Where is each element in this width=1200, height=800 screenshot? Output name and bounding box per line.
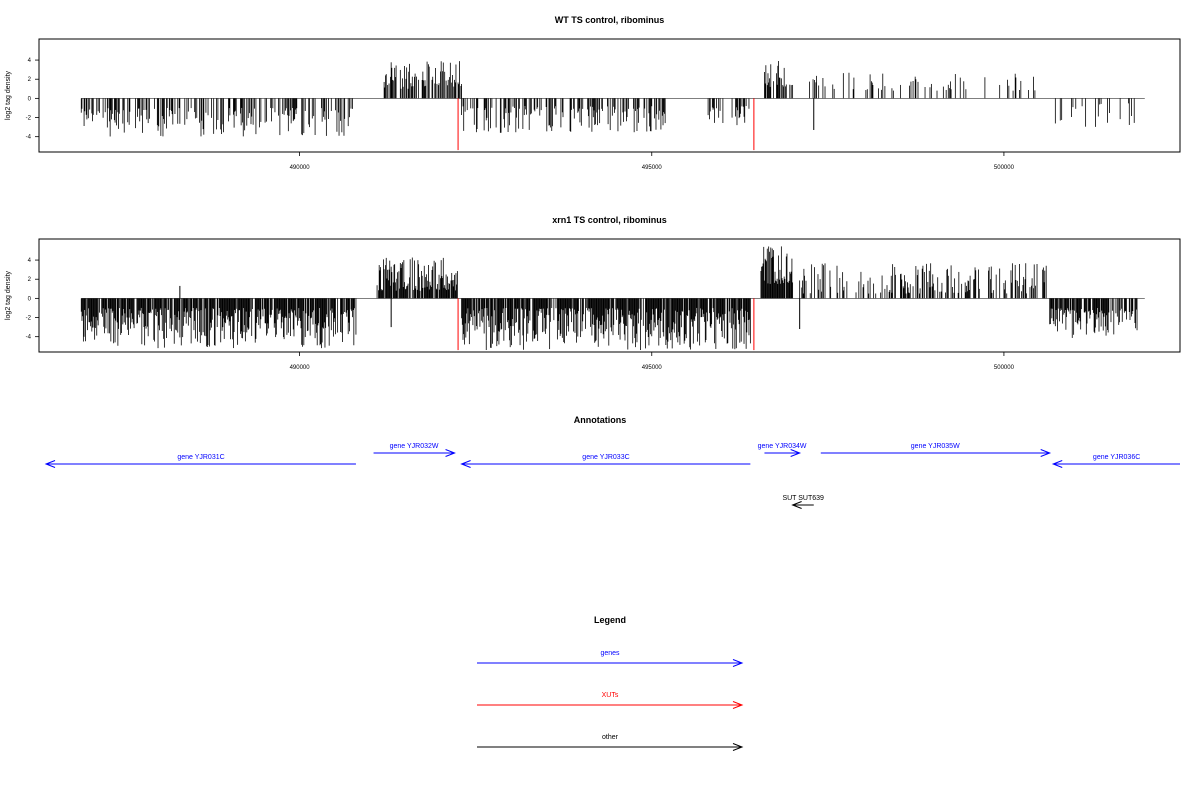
x-tick-label: 495000	[642, 365, 663, 371]
feature-arrow	[820, 449, 1052, 457]
feature-label: gene YJR033C	[582, 454, 629, 461]
panel-title: xrn1 TS control, ribominus	[552, 215, 667, 225]
feature-arrow	[460, 460, 751, 468]
feature-label: gene YJR034W	[758, 443, 807, 450]
feature-arrow	[791, 501, 814, 509]
y-tick-label: -2	[26, 116, 32, 122]
legend-label: other	[602, 734, 619, 741]
y-axis-label: log2 tag density	[5, 270, 12, 320]
feature-arrow	[44, 460, 356, 468]
arrow-head	[44, 460, 56, 468]
arrow-head	[460, 460, 471, 468]
y-tick-label: -4	[26, 335, 32, 341]
legend-title: Legend	[594, 615, 626, 625]
panel-1	[35, 38, 1181, 156]
x-tick-label: 490000	[290, 165, 311, 171]
feature-arrow	[373, 449, 456, 457]
feature-label: gene YJR032W	[390, 443, 439, 450]
feature-label: SUT SUT639	[782, 495, 824, 502]
y-axis-label: log2 tag density	[5, 70, 12, 120]
y-tick-label: 4	[28, 258, 32, 264]
legend-arrow	[477, 743, 744, 751]
arrow-head	[790, 449, 802, 457]
arrow-head	[732, 701, 744, 709]
feature-label: gene YJR036C	[1093, 454, 1140, 461]
feature-label: gene YJR031C	[177, 454, 224, 461]
legend-arrow	[477, 701, 744, 709]
x-tick-label: 490000	[290, 365, 311, 371]
x-tick-label: 500000	[994, 165, 1015, 171]
legend-label: genes	[600, 650, 620, 657]
arrow-head	[732, 743, 744, 751]
feature-arrow	[1051, 460, 1180, 468]
feature-label: gene YJR035W	[911, 443, 960, 450]
legend-arrow	[477, 659, 744, 667]
y-tick-label: 2	[28, 277, 32, 283]
arrow-head	[445, 449, 456, 457]
arrow-head	[732, 659, 744, 667]
y-tick-label: 0	[28, 96, 32, 102]
panel-2	[35, 238, 1181, 356]
legend-label: XUTs	[602, 692, 619, 699]
arrow-head	[1040, 449, 1052, 457]
plot-frame	[38, 238, 1181, 353]
y-tick-label: 0	[28, 296, 32, 302]
y-tick-label: 4	[28, 58, 32, 64]
arrow-head	[1051, 460, 1063, 468]
x-tick-label: 500000	[994, 365, 1015, 371]
x-tick-label: 495000	[642, 165, 663, 171]
y-tick-label: -4	[26, 135, 32, 141]
feature-arrow	[764, 449, 802, 457]
y-tick-label: -2	[26, 316, 32, 322]
annotations-title: Annotations	[574, 415, 627, 425]
panel-title: WT TS control, ribominus	[555, 15, 665, 25]
y-tick-label: 2	[28, 77, 32, 83]
plot-frame	[38, 38, 1181, 153]
arrow-head	[791, 501, 802, 509]
